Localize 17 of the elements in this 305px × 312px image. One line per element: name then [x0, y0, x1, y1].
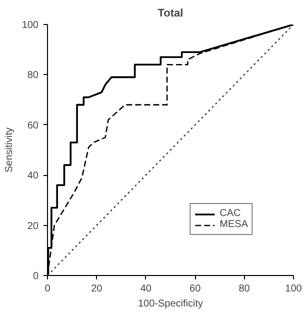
y-tick-label: 20	[27, 220, 39, 232]
y-tick-label: 40	[27, 170, 39, 182]
chart-title: Total	[158, 8, 184, 20]
x-tick-label: 40	[140, 284, 152, 294]
x-tick-label: 20	[91, 284, 103, 294]
y-tick-label: 80	[27, 70, 39, 82]
x-tick-label: 100	[285, 284, 302, 294]
x-tick-label: 0	[44, 284, 51, 294]
y-axis-title: Sensitivity	[4, 127, 15, 173]
x-axis-title: 100-Specificity	[138, 298, 204, 310]
x-tick-label: 80	[238, 284, 250, 294]
y-tick-label: 60	[27, 120, 39, 132]
y-tick-label: 0	[32, 271, 39, 282]
x-tick-label: 60	[190, 284, 202, 294]
legend-label: MESA	[220, 219, 248, 230]
legend-label: CAC	[220, 208, 241, 219]
y-tick-label: 100	[22, 20, 39, 31]
